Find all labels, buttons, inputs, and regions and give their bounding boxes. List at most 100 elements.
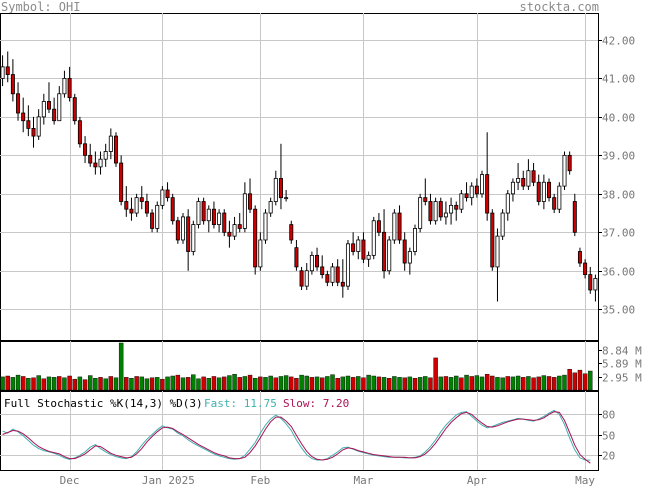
volume-bar xyxy=(479,376,485,391)
volume-bar xyxy=(160,378,165,391)
volume-bar xyxy=(443,376,449,391)
candle-body xyxy=(5,66,10,75)
volume-bar xyxy=(546,376,552,391)
candle-body xyxy=(485,174,490,214)
volume-bar xyxy=(577,369,583,391)
volume-bar xyxy=(26,378,31,391)
candle xyxy=(289,220,294,244)
candle-body xyxy=(181,216,186,241)
candle-body xyxy=(165,189,170,199)
volume-bar xyxy=(371,375,376,391)
site-name[interactable]: stockta.com xyxy=(519,0,599,14)
candle xyxy=(155,201,160,233)
candle-body xyxy=(299,270,304,287)
candle-body xyxy=(93,162,98,168)
candle-body xyxy=(521,178,526,187)
candle xyxy=(227,220,232,248)
volume-bar xyxy=(526,376,531,391)
x-tick-label: May xyxy=(575,474,595,486)
candle-body xyxy=(454,204,459,210)
volume-tick-label: 2.95 M xyxy=(602,372,642,385)
candle-body xyxy=(500,212,505,237)
volume-bar xyxy=(495,377,500,391)
candle-body xyxy=(77,120,82,145)
candle-body xyxy=(577,251,582,264)
volume-bar xyxy=(340,376,346,391)
candle xyxy=(278,143,283,210)
volume-bar xyxy=(88,375,93,391)
volume-bar xyxy=(335,378,340,391)
candle xyxy=(124,186,129,217)
candle xyxy=(402,232,407,271)
candle-body xyxy=(284,197,289,200)
volume-bar xyxy=(273,377,279,391)
stochastic-fast-label: Fast: 11.75 xyxy=(204,397,277,410)
volume-bar xyxy=(289,376,294,391)
volume-bar xyxy=(211,376,217,391)
volume-bar xyxy=(180,377,186,391)
candle-body xyxy=(155,204,160,229)
volume-bar xyxy=(175,374,181,391)
volume-bar xyxy=(402,377,407,391)
candle xyxy=(464,182,469,202)
candle xyxy=(320,255,325,279)
candle xyxy=(103,143,108,167)
candle xyxy=(552,193,557,214)
volume-bar xyxy=(582,373,588,391)
volume-bar xyxy=(10,377,16,391)
price-tick-label: 39.00 xyxy=(602,150,635,163)
volume-bar xyxy=(588,370,593,391)
candle xyxy=(428,193,433,225)
candle xyxy=(83,136,88,164)
candle-body xyxy=(144,201,149,214)
candle-body xyxy=(382,231,387,272)
candle xyxy=(222,209,227,237)
candle-body xyxy=(547,181,552,199)
candle-body xyxy=(170,197,175,222)
volume-bar xyxy=(505,376,510,391)
candle xyxy=(407,247,412,275)
candle-body xyxy=(186,216,191,252)
volume-bar xyxy=(428,377,433,391)
candle-body xyxy=(315,254,320,268)
candle-body xyxy=(113,135,118,164)
x-tick-label: Feb xyxy=(250,474,270,486)
candle xyxy=(57,86,62,122)
candle xyxy=(521,170,526,190)
candle xyxy=(340,259,345,298)
volume-bar xyxy=(299,374,304,391)
candle-body xyxy=(57,93,62,122)
price-tick-label: 38.00 xyxy=(602,189,635,202)
candle xyxy=(52,97,57,125)
volume-bar xyxy=(407,376,413,391)
candle-body xyxy=(459,193,464,210)
candle xyxy=(181,213,186,244)
candle-body xyxy=(464,193,469,199)
candle xyxy=(77,116,82,148)
volume-bar xyxy=(454,375,459,391)
candle xyxy=(351,232,356,256)
candle-body xyxy=(191,224,196,252)
candle-body xyxy=(46,101,51,110)
candle xyxy=(284,189,289,202)
volume-bar xyxy=(500,377,505,391)
candle-body xyxy=(438,201,443,218)
volume-bar xyxy=(191,374,196,391)
candle-body xyxy=(418,197,423,229)
x-tick-label: Mar xyxy=(354,474,374,486)
candle-body xyxy=(552,197,557,210)
candle-body xyxy=(263,212,268,241)
candle-body xyxy=(433,201,438,222)
candle-body xyxy=(160,189,165,206)
candle-body xyxy=(526,170,531,187)
candle-body xyxy=(345,243,350,287)
volume-bar xyxy=(350,377,356,391)
volume-bar xyxy=(294,378,299,391)
candle xyxy=(335,259,340,287)
volume-bar xyxy=(397,377,402,391)
candle-body xyxy=(397,212,402,241)
candle xyxy=(242,182,247,233)
volume-bar xyxy=(134,376,139,391)
candle xyxy=(26,105,31,137)
